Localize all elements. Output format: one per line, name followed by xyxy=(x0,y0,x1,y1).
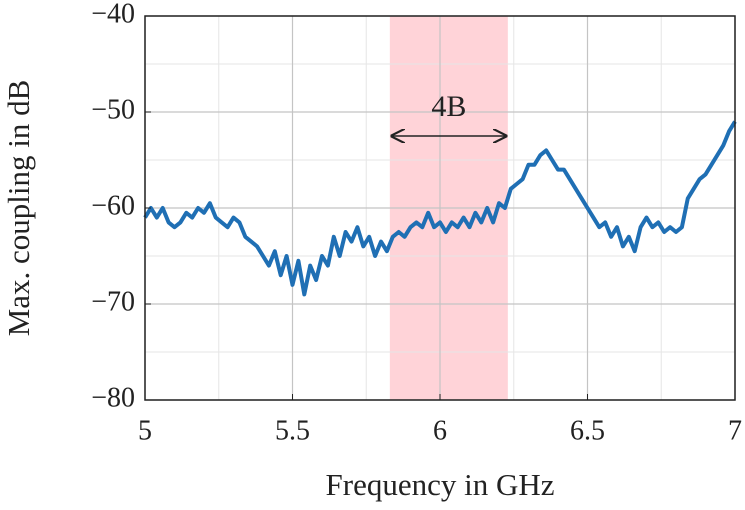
y-tick-label: −50 xyxy=(91,94,135,125)
annotation-label: 4B xyxy=(431,90,466,123)
y-tick-label: −70 xyxy=(91,286,135,317)
y-tick-label: −40 xyxy=(91,0,135,29)
x-tick-label: 6 xyxy=(433,415,447,446)
y-tick-label: −80 xyxy=(91,382,135,413)
plot-frame xyxy=(144,15,736,401)
x-axis-label: Frequency in GHz xyxy=(326,467,555,502)
y-axis-label: Max. coupling in dB xyxy=(1,80,36,337)
y-tick-label: −60 xyxy=(91,190,135,221)
x-tick-label: 7 xyxy=(728,415,742,446)
data-line xyxy=(143,120,737,297)
x-tick-label: 5 xyxy=(138,415,152,446)
x-tick-label: 6.5 xyxy=(570,415,605,446)
x-tick-label: 5.5 xyxy=(275,415,310,446)
